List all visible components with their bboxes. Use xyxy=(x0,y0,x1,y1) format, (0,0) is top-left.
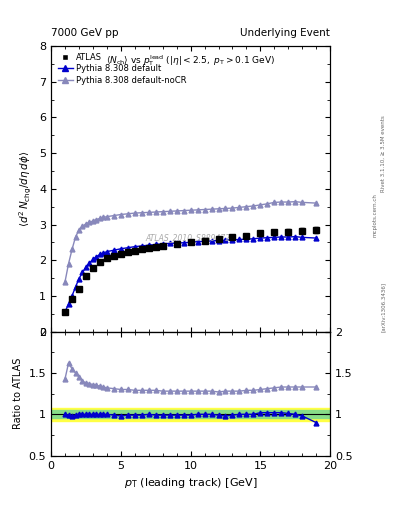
Y-axis label: $\langle d^2\,N_\mathrm{chg}/d\eta\,d\phi \rangle$: $\langle d^2\,N_\mathrm{chg}/d\eta\,d\ph… xyxy=(17,151,33,227)
Text: ATLAS_2010_S8894728: ATLAS_2010_S8894728 xyxy=(145,233,236,242)
Text: [arXiv:1306.3436]: [arXiv:1306.3436] xyxy=(381,282,386,332)
Text: Rivet 3.1.10, ≥ 3.5M events: Rivet 3.1.10, ≥ 3.5M events xyxy=(381,115,386,192)
Text: Underlying Event: Underlying Event xyxy=(240,28,330,38)
Text: 7000 GeV pp: 7000 GeV pp xyxy=(51,28,119,38)
Text: mcplots.cern.ch: mcplots.cern.ch xyxy=(373,193,378,237)
Text: $\langle N_\mathrm{ch}\rangle$ vs $p_\mathrm{T}^\mathrm{lead}$ ($|\eta| < 2.5,\;: $\langle N_\mathrm{ch}\rangle$ vs $p_\ma… xyxy=(106,53,275,68)
Bar xyxy=(51,408,330,421)
Legend: ATLAS, Pythia 8.308 default, Pythia 8.308 default-noCR: ATLAS, Pythia 8.308 default, Pythia 8.30… xyxy=(55,50,189,87)
Y-axis label: Ratio to ATLAS: Ratio to ATLAS xyxy=(13,358,23,429)
Bar xyxy=(51,410,330,418)
X-axis label: $p_\mathrm{T}$ (leading track) [GeV]: $p_\mathrm{T}$ (leading track) [GeV] xyxy=(124,476,257,490)
